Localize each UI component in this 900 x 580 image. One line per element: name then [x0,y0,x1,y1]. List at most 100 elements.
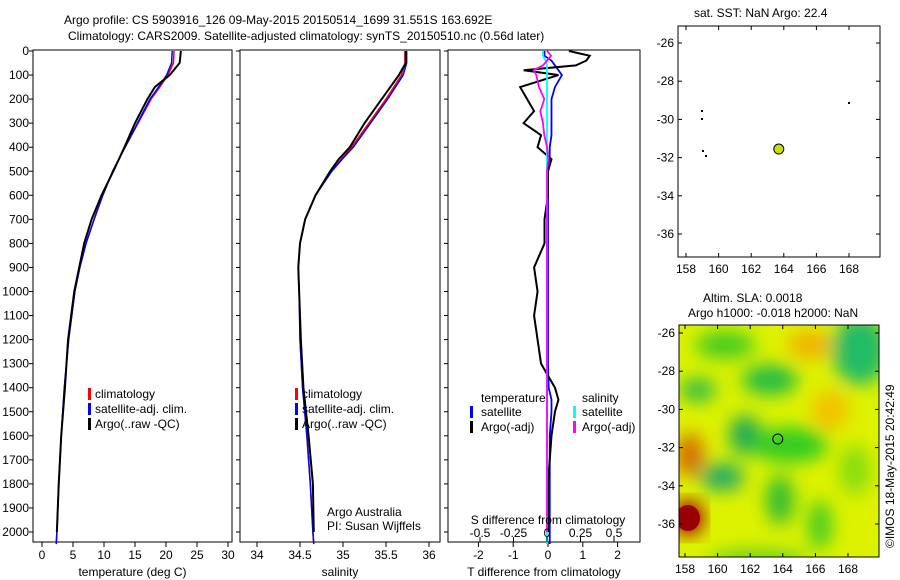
x-tick-label: 2 [614,548,621,562]
y-tick-label: 1900 [2,501,29,515]
legend-swatch [295,388,298,400]
float-marker [773,143,785,155]
credit-text: ©IMOS 18-May-2015 20:42:49 [883,384,897,548]
y-tick-label: 1100 [3,309,29,323]
legend-swatch [295,418,298,430]
map-y-tick-label: -30 [658,402,676,416]
y-tick-label: 1400 [2,381,29,395]
legend-label: climatology [302,387,362,401]
map-x-tick-label: 166 [805,562,825,576]
salinity-xlabel: salinity [322,565,359,579]
legend-label: satellite [582,405,623,419]
y-tick-label: 600 [9,188,29,202]
x2-tick-label: 0.25 [569,526,593,540]
map2-title2: Argo h1000: -0.018 h2000: NaN [688,306,859,320]
map-x-tick-label: 160 [708,562,728,576]
map-x-tick-label: 164 [773,562,793,576]
y-tick-label: 1000 [2,285,29,299]
series-t-argo-adj- [518,50,592,532]
difference-xlabel: T difference from climatology [467,565,621,579]
legend-label: Argo(..raw -QC) [95,417,180,431]
annotation-line1: Argo Australia [327,505,402,519]
map-x-tick-label: 158 [676,262,696,276]
x-tick-label: 34.5 [288,548,312,562]
y-tick-label: 900 [9,260,29,274]
series-argo-raw-qc- [297,51,407,533]
map-y-tick-label: -36 [657,227,675,241]
legend-swatch [573,406,576,418]
x-tick-label: 1 [579,548,586,562]
y-tick-label: 500 [9,164,29,178]
x-tick-label: 30 [221,548,235,562]
x-tick-label: 36 [422,548,436,562]
series-argo-raw-qc- [55,50,182,533]
x2-tick-label: -0.5 [470,526,491,540]
map-x-tick-label: 166 [806,262,826,276]
legend-label: climatology [95,387,155,401]
map-x-tick-label: 158 [675,562,695,576]
x-tick-label: 34 [250,548,264,562]
difference-axes-frame [447,49,641,543]
legend-swatch [470,421,473,433]
map-y-tick-label: -26 [658,326,676,340]
legend-swatch [573,421,576,433]
land-dot [702,150,704,152]
series-s-argo-adj- [532,50,553,532]
legend-label: satellite-adj. clim. [95,402,187,416]
y-tick-label: 1500 [2,405,29,419]
temperature-axes-frame [32,49,233,543]
series-climatology [297,51,406,545]
series-satellite-adj-clim- [297,51,408,545]
land-dot [848,102,850,104]
map-x-tick-label: 160 [709,262,729,276]
map-x-tick-label: 168 [838,562,858,576]
map-frame [678,324,880,558]
title-line1: Argo profile: CS 5903916_126 09-May-2015… [64,13,493,27]
map-y-tick-label: -28 [658,364,676,378]
y-tick-label: 1300 [2,357,29,371]
x-tick-label: 20 [159,548,173,562]
diff-xlabel2: S difference from climatology [471,513,626,527]
x-tick-label: 35.5 [374,548,398,562]
legend-label: satellite-adj. clim. [302,402,394,416]
map-x-tick-label: 162 [740,562,760,576]
y-tick-label: 300 [9,116,29,130]
y-tick-label: 1600 [2,429,29,443]
x-tick-label: 35 [336,548,350,562]
map-y-tick-label: -28 [657,74,675,88]
legend-label: Argo(-adj) [582,420,635,434]
legend-label: Argo(-adj) [481,420,534,434]
float-marker [772,433,784,445]
x-tick-label: 5 [70,548,77,562]
y-tick-label: 1800 [2,477,29,491]
map-frame [677,25,881,258]
map-y-tick-label: -32 [658,441,676,455]
legend-left-title: temperature [481,391,546,405]
map-x-tick-label: 162 [741,262,761,276]
map-y-tick-label: -36 [658,517,676,531]
map-y-tick-label: -26 [657,36,675,50]
x-tick-label: 10 [97,548,111,562]
y-tick-label: 400 [9,140,29,154]
y-tick-label: 0 [22,44,29,58]
y-tick-label: 100 [9,68,29,82]
salinity-axes-frame [239,49,441,543]
map2-title1: Altim. SLA: 0.0018 [703,291,803,305]
y-tick-label: 200 [9,92,29,106]
temperature-xlabel: temperature (deg C) [78,565,186,579]
map1-title: sat. SST: NaN Argo: 22.4 [694,6,828,20]
y-tick-label: 2000 [2,525,29,539]
legend-label: satellite [481,405,522,419]
x2-tick-label: -0.25 [500,526,528,540]
map-x-tick-label: 168 [839,262,859,276]
map-x-tick-label: 164 [774,262,794,276]
legend-swatch [470,406,473,418]
legend-swatch [88,418,91,430]
x-tick-label: -2 [473,548,484,562]
legend-right-title: salinity [582,391,619,405]
x-tick-label: 0 [545,548,552,562]
x-tick-label: -1 [508,548,519,562]
y-tick-label: 700 [9,212,29,226]
land-dot [701,118,703,120]
